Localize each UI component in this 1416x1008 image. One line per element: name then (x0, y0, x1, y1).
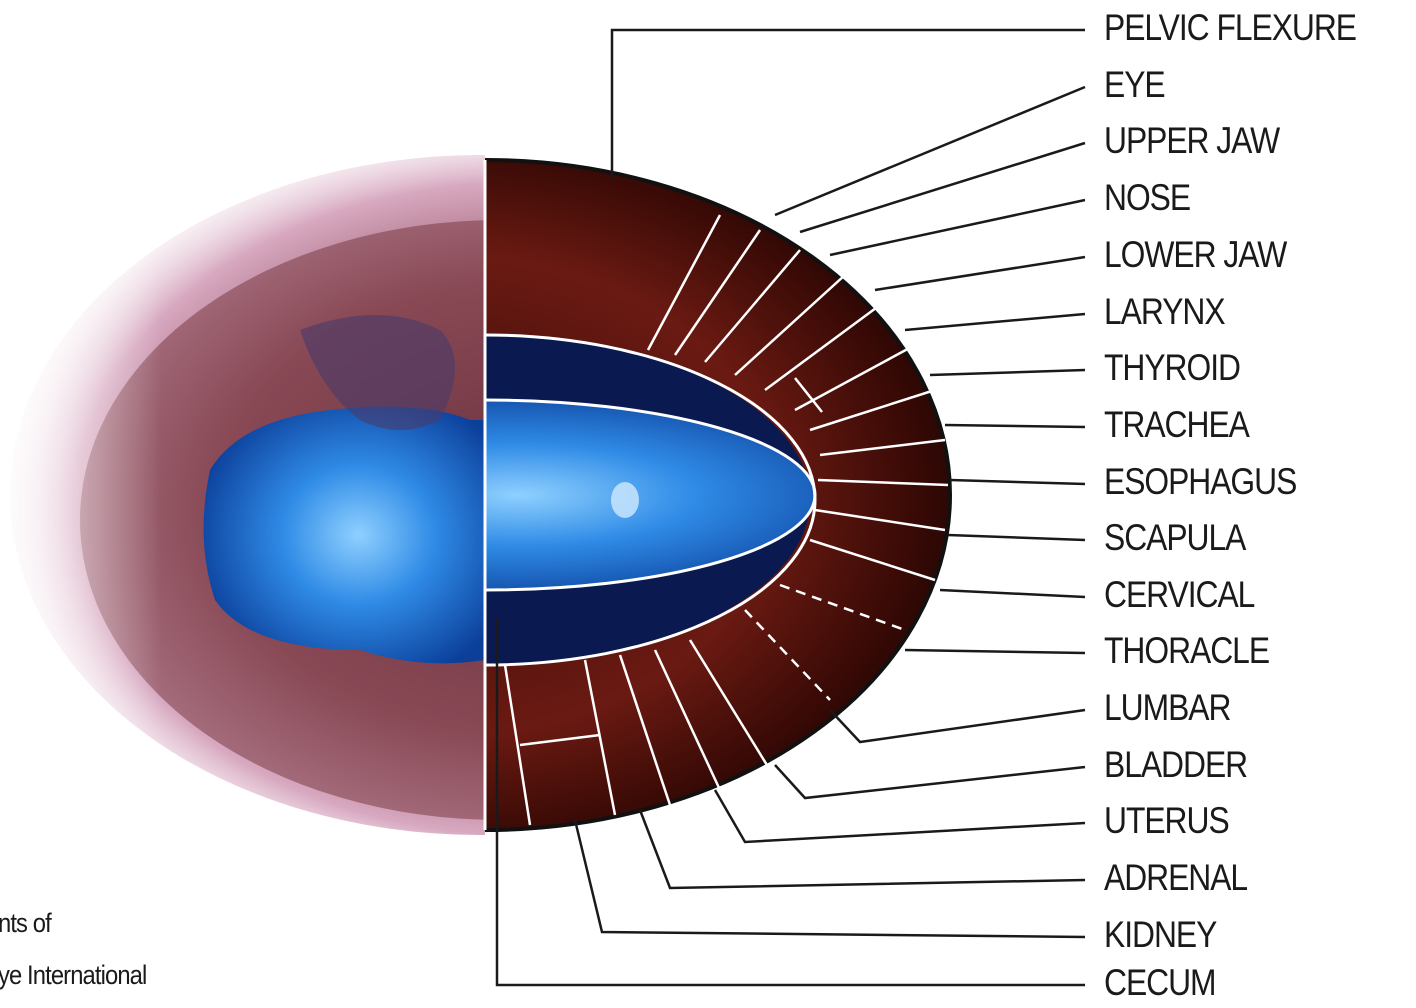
zone-label-kidney: KIDNEY (1104, 914, 1217, 955)
zone-label-pelvic-flexure: PELVIC FLEXURE (1104, 7, 1357, 48)
zone-label-larynx: LARYNX (1104, 291, 1226, 332)
credit-line-1: nts of (0, 908, 52, 938)
zone-label-esophagus: ESOPHAGUS (1104, 461, 1297, 502)
zone-label-scapula: SCAPULA (1104, 517, 1246, 558)
zone-label-uterus: UTERUS (1104, 800, 1230, 841)
iris-outer-edge (484, 158, 952, 832)
iris-right-half (485, 160, 950, 830)
credit-line-2: ye International (0, 960, 147, 990)
zone-label-cervical: CERVICAL (1104, 574, 1255, 615)
sector-dividers-dashed (744, 583, 906, 701)
leader-lines (495, 28, 1086, 987)
zone-label-thyroid: THYROID (1104, 347, 1241, 388)
zone-label-eye: EYE (1104, 64, 1166, 105)
iris-left-half (0, 155, 485, 860)
zone-label-cecum: CECUM (1104, 962, 1217, 1003)
zone-label-trachea: TRACHEA (1104, 404, 1250, 445)
zone-label-lower-jaw: LOWER JAW (1104, 234, 1287, 275)
sector-dividers (503, 214, 949, 826)
zone-label-adrenal: ADRENAL (1104, 857, 1248, 898)
zone-label-thoracle: THORACLE (1104, 630, 1270, 671)
zone-label-upper-jaw: UPPER JAW (1104, 120, 1280, 161)
zone-label-bladder: BLADDER (1104, 744, 1248, 785)
zone-label-lumbar: LUMBAR (1104, 687, 1231, 728)
zone-label-nose: NOSE (1104, 177, 1191, 218)
